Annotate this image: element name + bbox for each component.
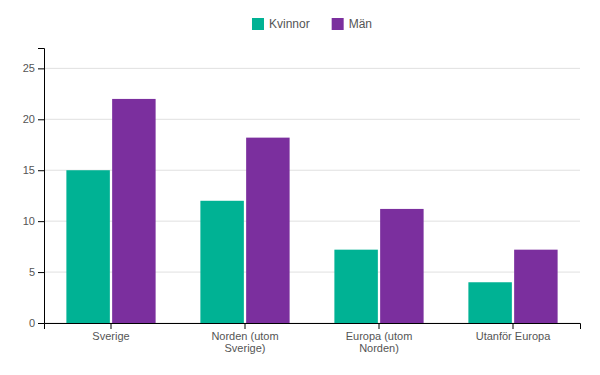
x-axis: SverigeNorden (utomSverige)Europa (utomN…	[45, 323, 581, 354]
bar-series	[112, 99, 557, 323]
legend-swatch	[332, 18, 344, 30]
bar	[334, 250, 377, 323]
y-tick-label: 0	[29, 317, 35, 329]
y-tick-label: 10	[23, 215, 35, 227]
y-tick-mark	[38, 221, 44, 222]
x-tick-label-line: Norden (utom	[211, 330, 278, 342]
x-tick-mark	[111, 323, 112, 329]
plot-area: 0 5 10 15 20 25 Sverige Norden (utomSverige) Eur…	[23, 49, 581, 355]
y-tick: 15	[23, 164, 44, 176]
x-tick-mark	[513, 323, 514, 329]
x-tick: Utanför Europa	[476, 323, 551, 342]
x-tick-label-line: Utanför Europa	[476, 330, 551, 342]
y-tick-mark	[38, 68, 44, 69]
y-tick-label: 15	[23, 164, 35, 176]
legend-label: Kvinnor	[269, 17, 310, 31]
x-tick-label: Norden (utomSverige)	[211, 330, 278, 355]
bars	[66, 99, 557, 323]
bar	[200, 201, 243, 323]
y-tick: 25	[23, 62, 44, 74]
y-tick: 0	[29, 317, 44, 329]
x-tick-mark	[379, 323, 380, 329]
y-axis: 0 5 10 15 20 25	[23, 49, 45, 330]
chart: 0 5 10 15 20 25 Sverige Norden (utomSverige) Eur…	[0, 0, 600, 375]
x-tick-label-line: Europa (utom	[346, 330, 413, 342]
x-tick-label-line: Sverige)	[225, 342, 266, 354]
grid	[44, 68, 580, 323]
y-tick-label: 25	[23, 62, 35, 74]
legend: Kvinnor Män	[252, 17, 372, 31]
x-tick-label: Europa (utomNorden)	[346, 330, 413, 355]
y-tick-label: 20	[23, 113, 35, 125]
y-tick: 5	[29, 266, 44, 278]
grid-line	[44, 68, 580, 69]
bar	[468, 282, 511, 323]
x-tick-label: Sverige	[92, 330, 129, 342]
y-tick-mark	[38, 170, 44, 171]
x-tick: Europa (utomNorden)	[346, 323, 413, 354]
bar	[66, 170, 109, 323]
x-tick-mark	[245, 323, 246, 329]
y-axis-line	[38, 49, 45, 324]
x-tick: Norden (utomSverige)	[211, 323, 278, 354]
legend-item: Män	[332, 17, 372, 31]
y-tick-label: 5	[29, 266, 35, 278]
y-tick-mark	[38, 119, 44, 120]
y-tick-mark	[38, 323, 44, 324]
bar	[112, 99, 155, 323]
bar	[514, 250, 557, 323]
x-tick-label-line: Norden)	[359, 342, 399, 354]
x-tick: Sverige	[92, 323, 129, 342]
legend-item: Kvinnor	[252, 17, 310, 31]
y-tick: 20	[23, 113, 44, 125]
x-axis-line	[45, 324, 581, 330]
bar	[246, 138, 289, 323]
x-tick-label: Utanför Europa	[476, 330, 551, 342]
legend-label: Män	[349, 17, 372, 31]
y-tick-mark	[38, 272, 44, 273]
bar	[380, 209, 423, 323]
y-tick: 10	[23, 215, 44, 227]
x-tick-label-line: Sverige	[92, 330, 129, 342]
legend-swatch	[252, 18, 264, 30]
